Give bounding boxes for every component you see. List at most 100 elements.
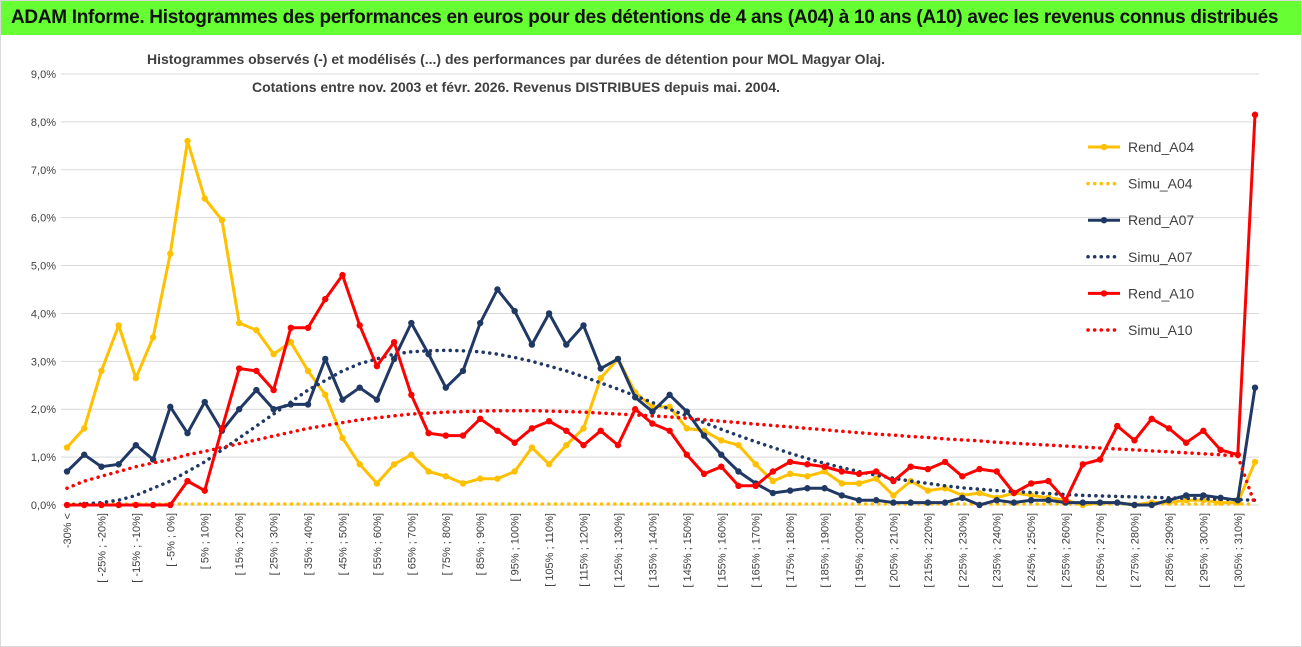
data-point [253, 386, 260, 394]
x-tick-label: [ -25% ; -20%] [96, 513, 108, 583]
x-tick-label: [ 25% ; 30%] [269, 513, 281, 575]
data-point [735, 482, 742, 490]
data-point [804, 485, 811, 492]
data-point [597, 365, 604, 372]
y-axis-tick-labels: 0,0% 1,0% 2,0% 3,0% 4,0% 5,0% 6,0% 7,0% 8,0% 9,0% [31, 69, 56, 512]
data-point [373, 362, 381, 370]
x-axis-tick-labels: -30% < [ -25% ; -20%] [ -15% ; -10%] [ -5% … [62, 513, 1245, 588]
data-point [218, 216, 226, 224]
data-point [804, 473, 811, 480]
legend-entry: Simu_A07 [1086, 249, 1193, 265]
series-Rend_A07 [63, 286, 1259, 509]
data-point [235, 365, 243, 372]
data-point [339, 434, 346, 442]
data-point [873, 468, 880, 475]
x-tick-label: [ 65% ; 70%] [406, 513, 418, 575]
x-tick-label: [ 5% ; 10%] [200, 513, 212, 569]
data-point [1114, 422, 1121, 430]
data-point [855, 497, 863, 504]
data-point [304, 324, 312, 332]
y-tick-label: 8,0% [31, 117, 56, 129]
data-point [786, 458, 794, 466]
data-point [459, 432, 467, 439]
data-point [408, 451, 415, 458]
data-point [63, 444, 71, 451]
data-point [1251, 458, 1259, 466]
x-tick-label: [ 35% ; 40%] [303, 513, 315, 575]
data-point [442, 432, 449, 439]
data-point [649, 408, 656, 415]
x-tick-label: [ 95% ; 100%] [510, 513, 522, 582]
data-point [235, 319, 243, 327]
data-point [545, 417, 553, 425]
data-point [356, 384, 363, 391]
legend-label: Rend_A10 [1128, 285, 1194, 301]
data-point [115, 461, 122, 468]
data-point [339, 271, 346, 279]
data-point [1251, 111, 1259, 118]
y-tick-label: 9,0% [31, 69, 56, 81]
y-tick-label: 4,0% [31, 308, 56, 320]
report-banner: ADAM Informe. Histogrammes des performan… [1, 1, 1301, 35]
legend-label: Rend_A04 [1128, 139, 1194, 155]
x-tick-label: [ 265% ; 270%] [1095, 513, 1107, 588]
data-point [1165, 425, 1173, 432]
data-point [1131, 501, 1138, 509]
data-point [976, 501, 983, 509]
data-point [821, 463, 828, 470]
data-point [322, 355, 329, 363]
data-point [735, 468, 742, 475]
data-point [1045, 477, 1052, 485]
data-point [700, 432, 708, 439]
data-point [390, 355, 398, 363]
data-point [907, 499, 914, 506]
data-point [786, 487, 794, 494]
data-point [1045, 497, 1052, 504]
series-Simu_A10 [65, 408, 1257, 507]
data-point [477, 319, 484, 327]
data-point [270, 406, 277, 413]
x-tick-label: [ 165% ; 170%] [751, 513, 763, 588]
data-point [184, 429, 191, 437]
data-point [993, 468, 1000, 475]
data-point [563, 341, 570, 348]
data-point [890, 499, 897, 506]
data-point [683, 408, 691, 415]
data-point [838, 492, 845, 499]
data-point [270, 386, 277, 394]
data-point [700, 470, 708, 478]
data-point [373, 480, 381, 487]
data-point [408, 319, 415, 327]
data-point [511, 439, 518, 446]
data-point [149, 334, 157, 341]
data-point [597, 427, 604, 434]
data-point [98, 501, 105, 509]
data-point [132, 501, 140, 509]
series-line [65, 288, 1257, 507]
data-point [580, 322, 587, 329]
data-point [81, 451, 88, 458]
data-point [167, 403, 174, 411]
data-point [253, 327, 260, 334]
x-tick-label: [ 245% ; 250%] [1026, 513, 1038, 588]
data-point [1182, 439, 1190, 446]
data-point [976, 465, 983, 473]
legend-marker [1100, 290, 1108, 297]
data-point [1079, 461, 1087, 468]
data-point [821, 468, 828, 475]
data-point [631, 406, 639, 413]
data-point [304, 367, 312, 375]
data-point [201, 195, 208, 202]
data-point [425, 350, 432, 358]
series-line [65, 139, 1257, 507]
x-tick-label: [ 275% ; 280%] [1129, 513, 1141, 588]
x-tick-label: [ 125% ; 130%] [613, 513, 625, 588]
data-point [563, 427, 570, 434]
data-point [855, 470, 863, 478]
data-point [666, 427, 673, 434]
x-tick-label: [ 135% ; 140%] [647, 513, 659, 588]
data-point [890, 492, 897, 499]
data-point [683, 451, 691, 458]
data-point [425, 468, 432, 475]
data-point [167, 250, 174, 257]
